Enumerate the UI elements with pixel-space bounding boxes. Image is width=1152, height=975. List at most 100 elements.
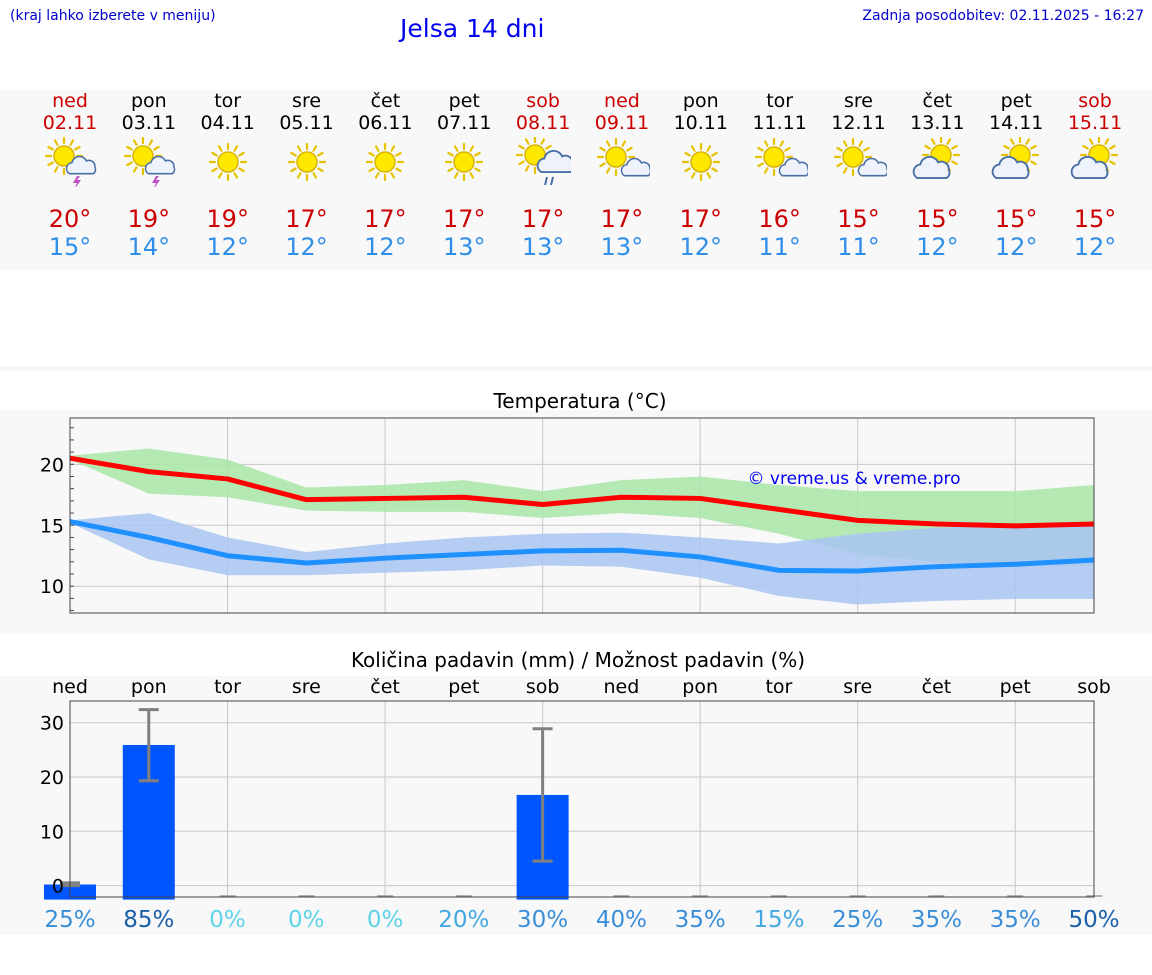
day-column: sre 12.11 15° 11° [820,90,898,261]
sun-small-cloud-icon [754,137,808,177]
min-temp: 13° [442,233,486,261]
day-column: pet 07.11 17° 13° [425,90,503,261]
sun-icon [287,142,326,182]
x-category-label: tor [765,676,792,698]
min-temp: 13° [521,233,565,261]
day-name: pet [1000,90,1032,112]
day-name: tor [214,90,242,112]
day-name: sob [1078,90,1112,112]
max-temp: 15° [1073,205,1117,233]
precip-probability-label: 0% [209,907,246,933]
precip-probability-label: 35% [990,907,1041,933]
sun-cloud-rain-icon [515,137,572,186]
max-temp: 15° [916,205,959,233]
y-tick-label: 20 [40,454,64,476]
day-date: 02.11 [42,112,98,134]
min-temp-line [69,519,1095,574]
y-tick-label: 10 [40,821,64,843]
sun-cloud-icon [1070,137,1119,180]
precip-probability-label: 30% [517,907,568,933]
x-category-label: ned [603,676,639,698]
min-temp: 12° [206,233,249,261]
max-temp: 16° [758,205,801,233]
day-column: pon 03.11 19° 14° [110,90,188,261]
day-column: sob 08.11 17° 13° [504,90,582,261]
day-column: pet 14.11 15° 12° [977,90,1055,261]
min-temp: 12° [285,233,328,261]
day-column: ned 02.11 20° 15° [31,90,109,261]
day-column: tor 11.11 16° 11° [741,90,819,261]
x-category-label: sob [526,676,560,698]
x-category-label: čet [922,676,952,698]
y-tick-label: 0 [52,876,64,898]
day-date: 13.11 [910,112,965,134]
min-temp: 12° [1073,233,1117,261]
min-temp: 12° [364,233,407,261]
sun-cloud-icon [913,137,961,180]
x-category-label: pet [1000,676,1031,698]
max-temp: 20° [48,205,92,233]
x-category-label: tor [214,676,241,698]
max-temp-range-band [70,448,1094,566]
precip-probability-label: 25% [44,907,95,933]
min-temp: 11° [837,233,880,261]
max-temp: 19° [206,205,249,233]
sun-small-cloud-icon [596,137,650,177]
precip-probability-label: 85% [123,907,174,933]
day-column: pon 10.11 17° 12° [662,90,740,261]
precip-probability-label: 35% [675,907,726,933]
max-temp: 15° [994,205,1038,233]
last-update-note: Zadnja posodobitev: 02.11.2025 - 16:27 [862,8,1144,24]
day-column: čet 13.11 15° 12° [898,90,976,261]
day-column: čet 06.11 17° 12° [346,90,424,261]
precip-probability-label: 15% [753,907,804,933]
page-title: Jelsa 14 dni [400,14,545,43]
max-temp: 19° [127,205,171,233]
min-temp: 12° [679,233,723,261]
day-date: 04.11 [200,112,255,134]
temperature-chart-title: Temperatura (°C) [492,389,666,413]
day-date: 08.11 [515,112,571,134]
y-tick-label: 20 [40,767,64,789]
sun-icon [366,142,405,182]
x-category-label: ned [52,676,88,698]
precip-probability-label: 0% [367,907,404,933]
sun-thunder-icon [44,137,97,187]
day-name: ned [52,90,88,112]
min-temp: 15° [48,233,92,261]
y-tick-label: 30 [40,713,64,735]
day-date: 05.11 [279,112,334,134]
day-name: sob [526,90,560,112]
section-divider [0,366,1152,371]
x-category-label: sob [1077,676,1111,698]
precipitation-chart-title: Količina padavin (mm) / Možnost padavin … [351,648,805,672]
precip-probability-label: 20% [438,907,489,933]
day-name: pon [682,90,719,112]
min-temp: 13° [600,233,644,261]
max-temp: 17° [364,205,407,233]
day-name: sre [292,90,322,112]
x-category-label: čet [370,676,400,698]
day-date: 07.11 [437,112,492,134]
sun-icon [445,142,484,182]
daily-forecast-strip: ned 02.11 20° 15° pon 03.11 19° 14° tor 04.11 19° 1… [0,90,1152,270]
max-temp: 17° [285,205,328,233]
day-column: tor 04.11 19° 12° [189,90,267,261]
max-temp: 17° [442,205,486,233]
min-temp: 11° [758,233,801,261]
day-name: tor [766,90,794,112]
min-temp-range-band [70,513,1094,605]
day-date: 11.11 [752,112,807,134]
temperature-plot-frame [69,417,1095,614]
precipitation-plot-area [70,701,1094,897]
precip-probability-label: 0% [288,907,325,933]
day-column: sre 05.11 17° 12° [268,90,346,261]
y-tick-label: 15 [40,515,64,537]
day-name: čet [370,90,401,112]
day-name: ned [604,90,640,112]
min-temp: 14° [127,233,171,261]
x-category-label: pon [131,676,167,698]
day-column: ned 09.11 17° 13° [583,90,661,261]
sun-icon [681,142,720,182]
